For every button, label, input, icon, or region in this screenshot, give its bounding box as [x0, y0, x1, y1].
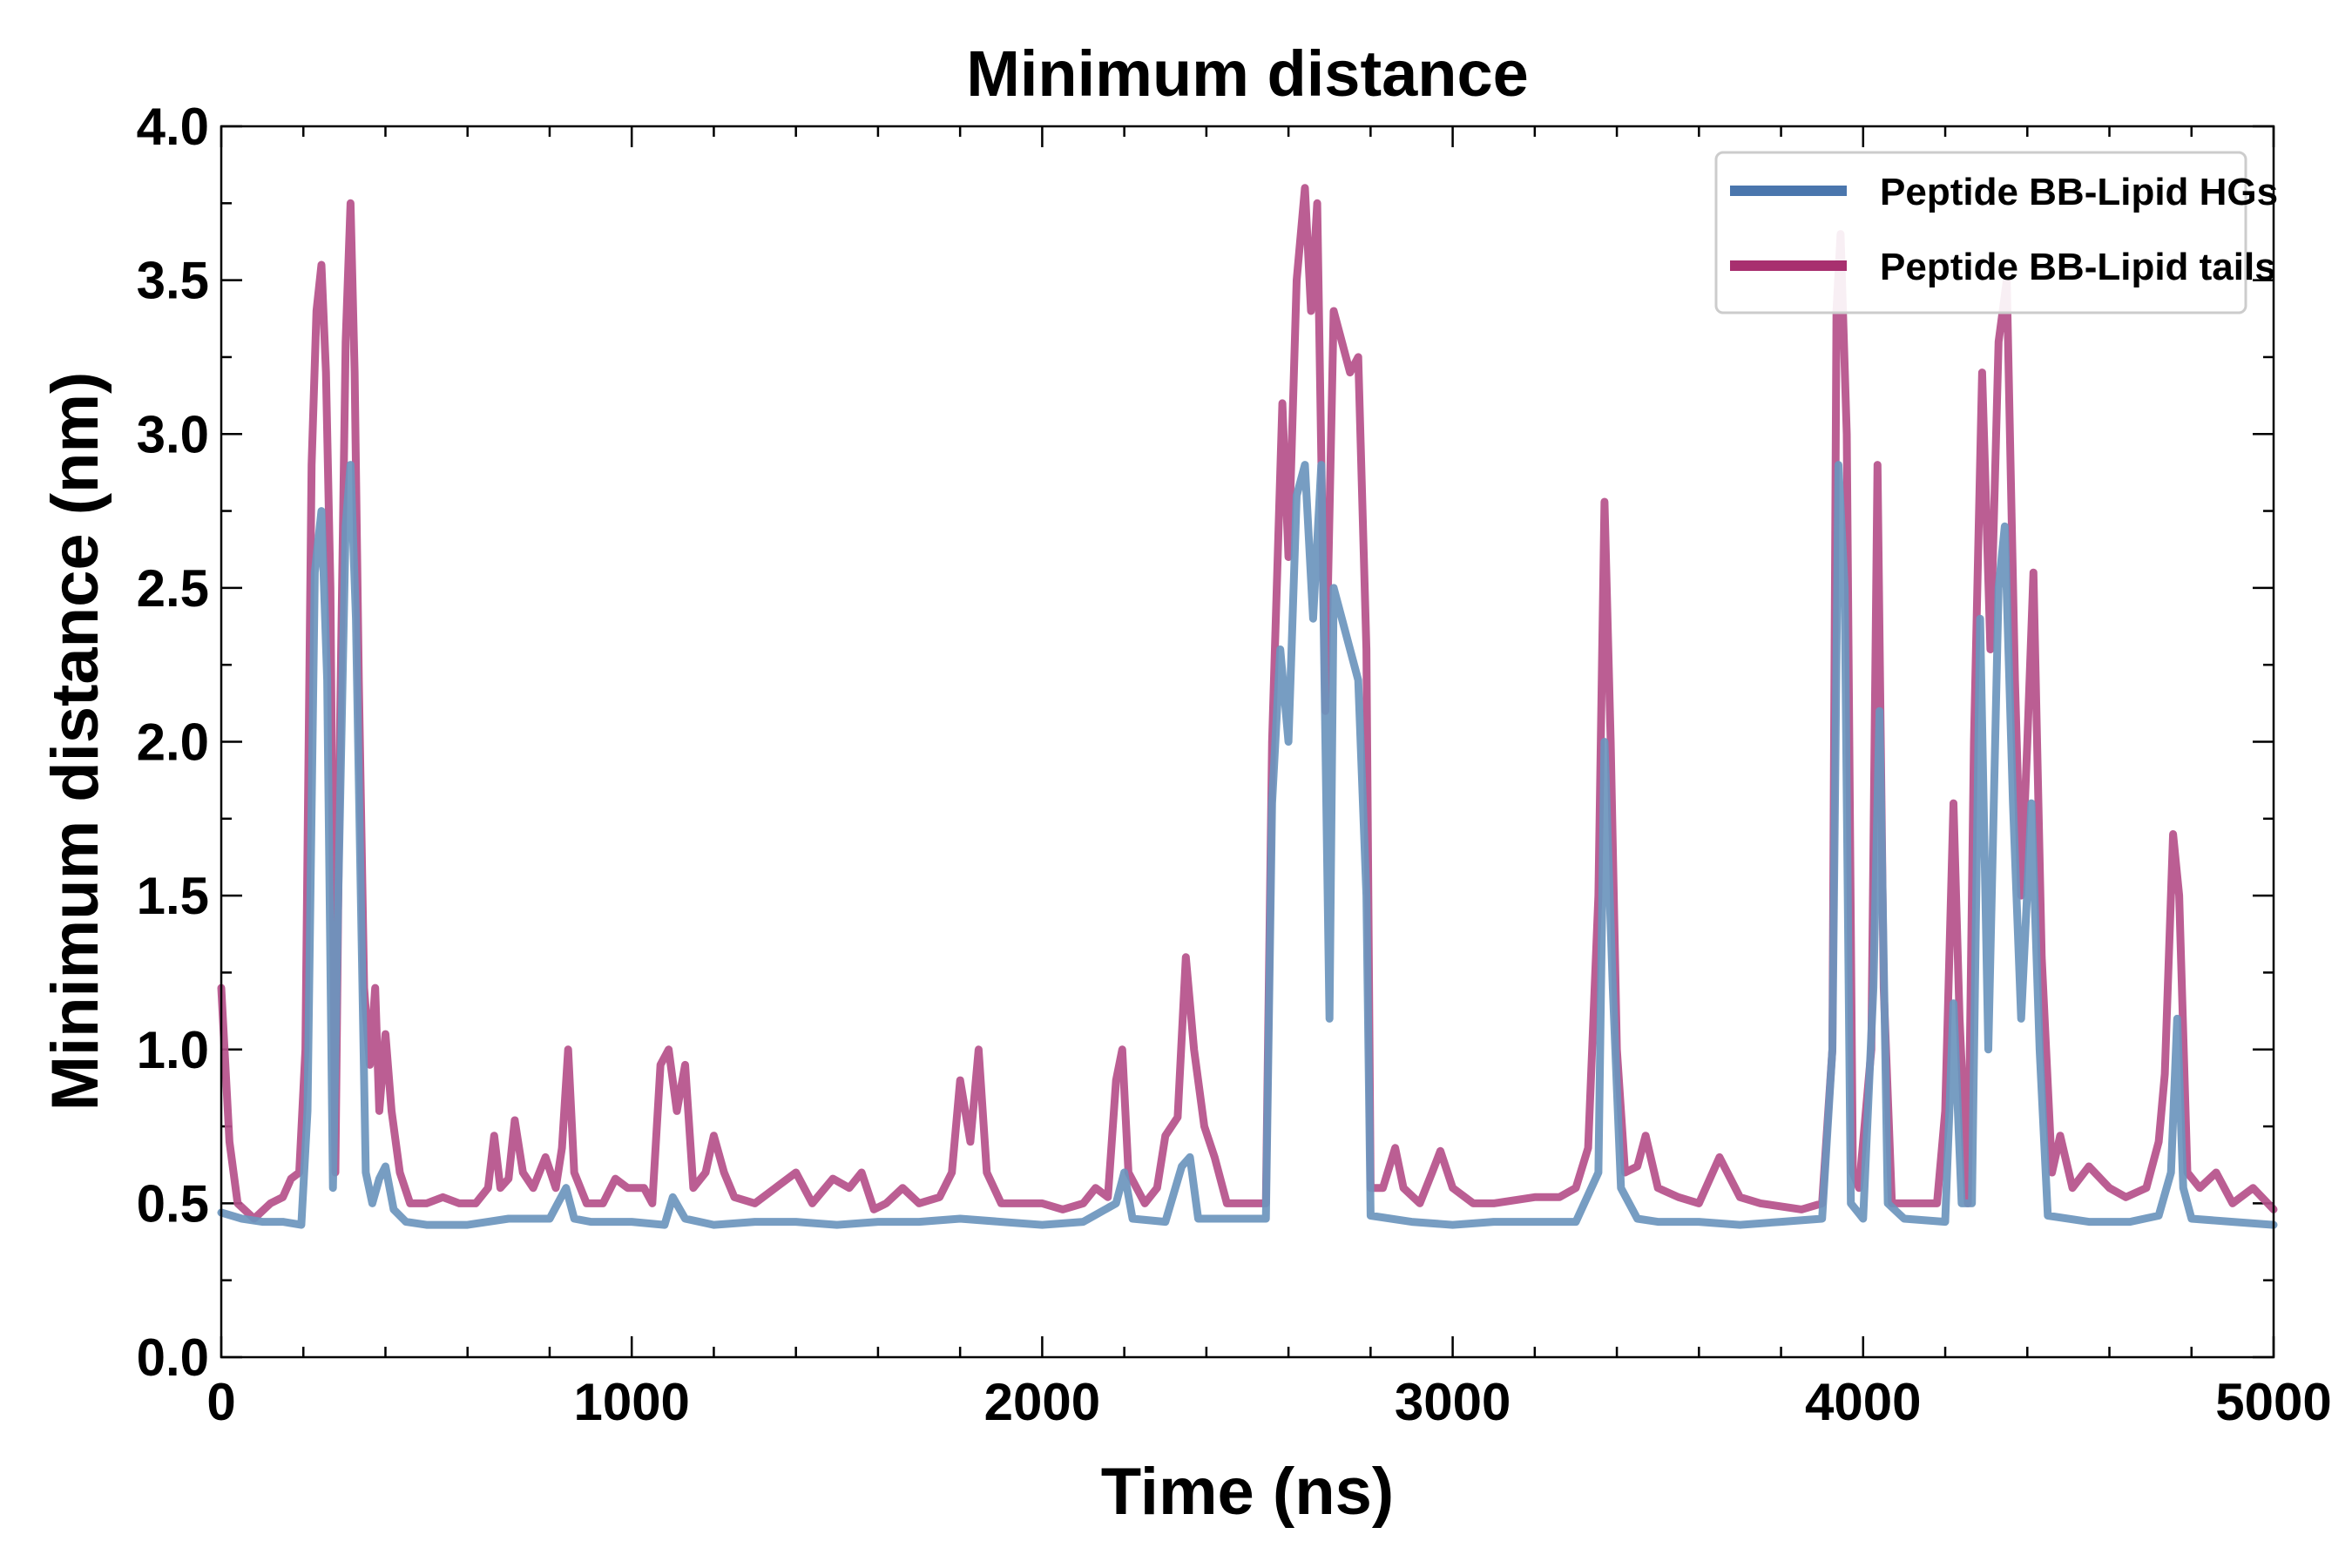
- y-tick-label: 2.0: [137, 713, 209, 772]
- series-line-lipid-tails: [217, 184, 2278, 1223]
- legend-frame: [1714, 151, 2247, 314]
- x-tick-label: 1000: [573, 1373, 689, 1431]
- y-axis-label: Minimum distance (nm): [38, 372, 112, 1112]
- chart-title: Minimum distance: [966, 37, 1529, 110]
- y-tick-label: 0.0: [137, 1328, 209, 1387]
- series-layer: [217, 184, 2278, 1229]
- y-tick-label: 0.5: [137, 1174, 209, 1233]
- y-tick-label: 1.5: [137, 867, 209, 925]
- x-tick-label: 0: [206, 1373, 235, 1431]
- y-tick-label: 2.5: [137, 559, 209, 618]
- y-tick-label: 3.0: [137, 405, 209, 463]
- x-axis-label: Time (ns): [1101, 1455, 1394, 1529]
- y-tick-label: 1.0: [137, 1021, 209, 1079]
- legend-label-tails: Peptide BB-Lipid tails: [1880, 246, 2276, 288]
- series-line-lipid-hgs: [217, 461, 2278, 1229]
- legend: Peptide BB-Lipid HGs Peptide BB-Lipid ta…: [1714, 151, 2278, 314]
- x-tick-label: 3000: [1395, 1373, 1511, 1431]
- x-tick-label: 5000: [2215, 1373, 2331, 1431]
- plot-frame: [220, 125, 2275, 1359]
- legend-label-hgs: Peptide BB-Lipid HGs: [1880, 171, 2278, 213]
- y-tick-label: 3.5: [137, 252, 209, 310]
- x-tick-label: 4000: [1805, 1373, 1921, 1431]
- x-tick-labels: 0 1000 2000 3000 4000 5000: [206, 1373, 2331, 1431]
- x-tick-label: 2000: [984, 1373, 1100, 1431]
- y-tick-label: 4.0: [137, 98, 209, 156]
- y-tick-labels: 0.0 0.5 1.0 1.5 2.0 2.5 3.0 3.5 4.0: [137, 98, 209, 1387]
